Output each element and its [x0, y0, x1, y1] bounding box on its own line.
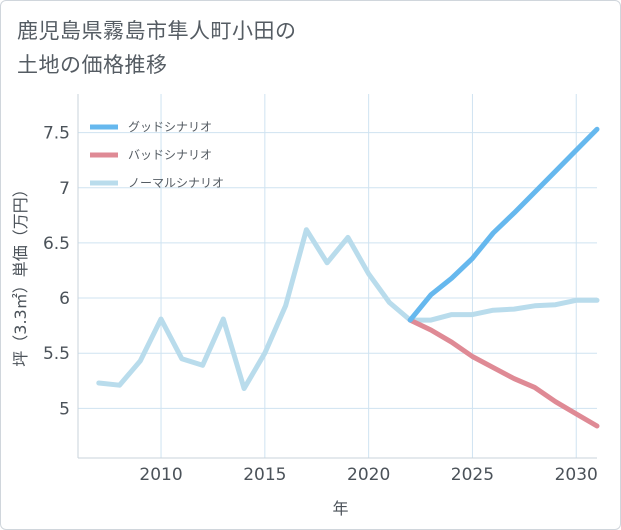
series-line-3 [96, 227, 600, 391]
plot-area [78, 94, 597, 458]
y-tick-label-5.5: 5.5 [43, 344, 70, 364]
x-tick-label-2015: 2015 [243, 465, 286, 485]
legend-label-1: グッドシナリオ [128, 120, 212, 134]
x-tick-label-2020: 2020 [347, 465, 390, 485]
x-axis-title: 年 [332, 499, 348, 518]
title-line-1: 鹿児島県霧島市隼人町小田の [17, 19, 297, 43]
x-tick-label-2025: 2025 [451, 465, 494, 485]
y-tick-label-7: 7 [59, 179, 70, 199]
legend-label-3: ノーマルシナリオ [128, 176, 224, 190]
chart-title: 鹿児島県霧島市隼人町小田の 土地の価格推移 [17, 14, 437, 82]
legend-label-2: バッドシナリオ [128, 148, 212, 162]
y-tick-label-6: 6 [59, 289, 70, 309]
series-line-2 [407, 317, 600, 429]
series-line-1 [407, 126, 600, 323]
y-axis-title: 坪（3.3㎡）単価（万円） [11, 181, 30, 366]
x-tick-label-2010: 2010 [139, 465, 182, 485]
y-tick-label-6.5: 6.5 [43, 234, 70, 254]
title-line-2: 土地の価格推移 [17, 53, 168, 77]
x-tick-label-2030: 2030 [555, 465, 598, 485]
y-tick-label-7.5: 7.5 [43, 124, 70, 144]
y-tick-label-5: 5 [59, 399, 70, 419]
